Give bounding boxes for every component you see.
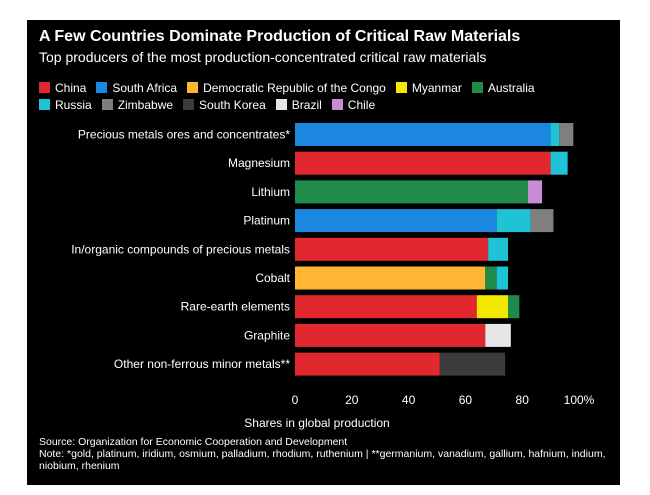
bar-segment-south-korea bbox=[439, 352, 506, 376]
chart-title: A Few Countries Dominate Production of C… bbox=[39, 28, 521, 45]
bar-segment-zimbabwe bbox=[530, 209, 554, 233]
bar-segment-myanmar bbox=[476, 295, 508, 319]
legend-label: South Africa bbox=[112, 80, 178, 95]
bar-chart-plot: Precious metals ores and concentrates* Ma… bbox=[71, 123, 595, 430]
legend-swatch bbox=[101, 99, 113, 110]
bar-segment-russia bbox=[496, 266, 508, 290]
x-tick-label: 0 bbox=[292, 393, 299, 407]
bar-segment-south-africa bbox=[295, 123, 551, 146]
x-tick-label: 60 bbox=[459, 393, 473, 407]
category-label: Other non-ferrous minor metals** bbox=[114, 357, 290, 371]
bar-segment-democratic-republic-of-the-congo bbox=[295, 266, 486, 290]
category-label: Lithium bbox=[251, 185, 290, 199]
legend-item-myanmar: Myanmar bbox=[395, 80, 462, 95]
x-tick-label: 40 bbox=[402, 393, 416, 407]
category-label: Precious metals ores and concentrates* bbox=[78, 128, 290, 142]
x-tick-label: 20 bbox=[345, 393, 359, 407]
bar-segment-russia bbox=[550, 151, 568, 175]
legend-swatch bbox=[331, 99, 343, 110]
legend-label: China bbox=[55, 80, 87, 95]
x-tick-label: 80 bbox=[516, 393, 530, 407]
legend-swatch bbox=[183, 99, 195, 110]
bar-segment-brazil bbox=[485, 323, 511, 347]
bar-segment-russia bbox=[550, 123, 560, 146]
category-label: Platinum bbox=[243, 214, 290, 228]
legend-label: Russia bbox=[55, 97, 92, 112]
legend-swatch bbox=[96, 82, 108, 93]
x-axis-label: Shares in global production bbox=[244, 416, 389, 430]
legend-label: Myanmar bbox=[411, 80, 462, 95]
category-label: In/organic compounds of precious metals bbox=[71, 242, 290, 256]
legend-swatch bbox=[275, 99, 287, 110]
category-label: Magnesium bbox=[228, 156, 290, 170]
legend-item-chile: Chile bbox=[331, 97, 376, 112]
legend-item-south-africa: South Africa bbox=[96, 81, 177, 95]
chart-subtitle: Top producers of the most production-con… bbox=[39, 49, 487, 65]
legend-item-china: China bbox=[39, 81, 86, 95]
chart-footer: Source: Organization for Economic Cooper… bbox=[39, 436, 614, 472]
bar-segment-china bbox=[295, 237, 489, 261]
legend-swatch bbox=[395, 82, 407, 93]
legend-row: Russia Zimbabwe South Korea Brazil Chile bbox=[39, 96, 614, 113]
legend-item-democratic-republic-of-the-congo: Democratic Republic of the Congo bbox=[187, 81, 386, 95]
legend-label: Democratic Republic of the Congo bbox=[203, 80, 386, 95]
bar-segment-china bbox=[295, 295, 477, 319]
bar-segment-china bbox=[295, 323, 486, 347]
legend-swatch bbox=[471, 82, 483, 93]
legend: China South Africa Democratic Republic of … bbox=[39, 79, 614, 113]
legend-item-south-korea: South Korea bbox=[183, 98, 266, 112]
legend-label: Chile bbox=[347, 97, 376, 112]
category-label: Cobalt bbox=[255, 271, 290, 285]
legend-label: Zimbabwe bbox=[117, 97, 174, 112]
bar-segment-australia bbox=[508, 295, 520, 319]
source-note: Source: Organization for Economic Cooper… bbox=[39, 436, 348, 448]
legend-label: Brazil bbox=[291, 97, 322, 112]
legend-swatch bbox=[187, 82, 199, 93]
category-label: Graphite bbox=[244, 328, 290, 342]
footnote: Note: *gold, platinum, iridium, osmium, … bbox=[39, 448, 606, 472]
x-tick-label: 100% bbox=[564, 393, 595, 407]
legend-label: Australia bbox=[487, 80, 535, 95]
bar-segment-china bbox=[295, 352, 440, 376]
bar-segment-chile bbox=[527, 180, 543, 204]
bar-segment-australia bbox=[295, 180, 528, 204]
legend-item-zimbabwe: Zimbabwe bbox=[101, 97, 174, 112]
legend-label: South Korea bbox=[199, 97, 266, 112]
legend-swatch bbox=[39, 82, 50, 93]
bar-segment-zimbabwe bbox=[559, 123, 574, 146]
legend-row: China South Africa Democratic Republic of … bbox=[39, 79, 614, 96]
bar-segment-russia bbox=[488, 237, 508, 261]
legend-item-brazil: Brazil bbox=[275, 97, 322, 112]
legend-item-australia: Australia bbox=[471, 80, 535, 95]
legend-item-russia: Russia bbox=[39, 98, 92, 112]
bar-segment-south-africa bbox=[295, 209, 497, 233]
bar-segment-russia bbox=[496, 209, 531, 233]
chart-card: A Few Countries Dominate Production of C… bbox=[27, 20, 620, 485]
bar-segment-australia bbox=[485, 266, 497, 290]
category-label: Rare-earth elements bbox=[181, 300, 290, 314]
legend-swatch bbox=[39, 99, 50, 110]
bar-segment-china bbox=[295, 151, 551, 175]
